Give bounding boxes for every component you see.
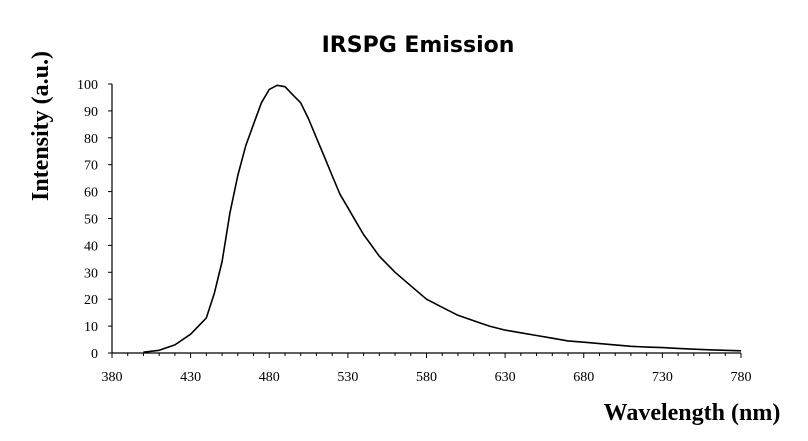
series-line-0 <box>143 84 742 353</box>
x-tick-label: 630 <box>495 370 516 385</box>
y-tick-label: 20 <box>84 293 98 308</box>
y-axis-ticks: 0 10 20 30 40 50 60 70 80 90 100 <box>77 78 112 362</box>
x-axis-minor-ticks <box>127 353 726 356</box>
y-tick-label: 80 <box>84 132 98 147</box>
x-tick-label: 380 <box>102 370 123 385</box>
x-tick-label: 530 <box>337 370 358 385</box>
y-tick-label: 90 <box>84 105 98 120</box>
x-axis-title: Wavelength (nm) <box>604 400 781 426</box>
x-tick-label: 730 <box>652 370 673 385</box>
x-tick-label: 780 <box>731 370 752 385</box>
y-tick-label: 60 <box>84 186 98 201</box>
y-axis-title: Intensity (a.u.) <box>28 51 54 201</box>
x-tick-label: 580 <box>416 370 437 385</box>
y-tick-label: 70 <box>84 159 98 174</box>
series-layer <box>143 84 742 353</box>
x-tick-label: 680 <box>573 370 594 385</box>
y-tick-label: 40 <box>84 239 98 254</box>
y-tick-label: 30 <box>84 266 98 281</box>
y-tick-label: 50 <box>84 213 98 228</box>
x-tick-label: 480 <box>259 370 280 385</box>
y-tick-label: 100 <box>77 78 98 93</box>
chart-title: IRSPG Emission <box>322 33 515 58</box>
x-tick-label: 430 <box>180 370 201 385</box>
y-tick-label: 0 <box>91 347 98 362</box>
x-axis-ticks: 380 430 480 530 580 630 680 730 780 <box>102 353 752 385</box>
y-tick-label: 10 <box>84 320 98 335</box>
